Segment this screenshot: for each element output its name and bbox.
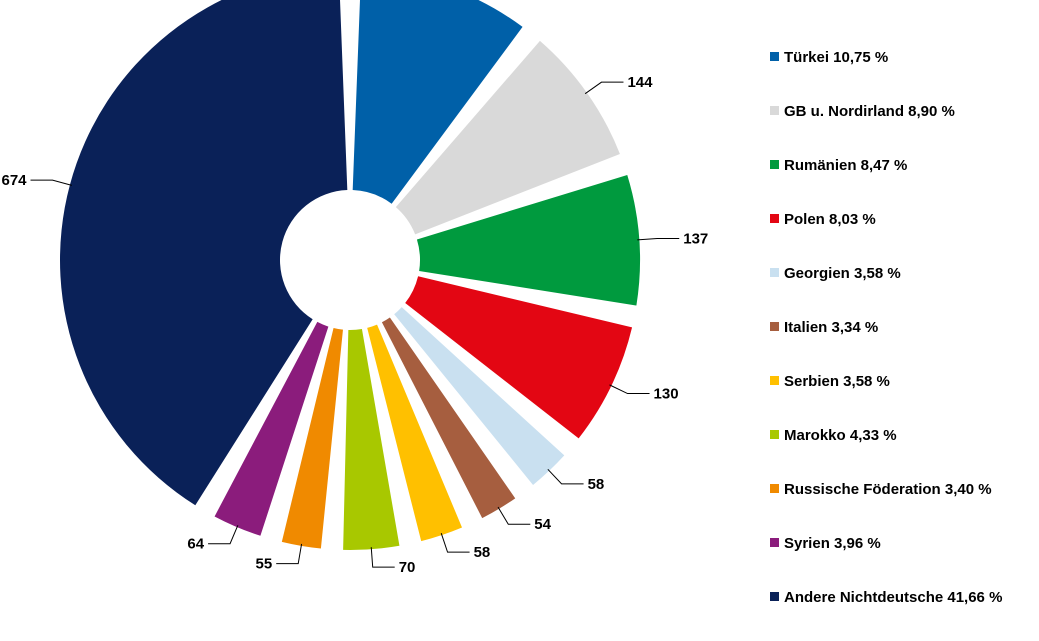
legend: Türkei 10,75 % GB u. Nordirland 8,90 % Rum… bbox=[770, 49, 1002, 606]
data-label-rumaenien: 137 bbox=[683, 230, 708, 247]
leader-line-russische-foederation bbox=[276, 543, 303, 565]
legend-swatch-rumaenien bbox=[770, 160, 779, 169]
leader-line-polen bbox=[609, 384, 650, 395]
legend-swatch-tuerkei bbox=[770, 52, 779, 61]
leader-line-gb-u-nordirland bbox=[584, 81, 624, 95]
data-label-serbien: 58 bbox=[474, 544, 491, 561]
leader-line-georgien bbox=[547, 468, 584, 485]
leader-line-marokko bbox=[370, 547, 395, 568]
legend-swatch-marokko bbox=[770, 430, 779, 439]
data-label-polen: 130 bbox=[654, 386, 679, 403]
legend-label-syrien: Syrien 3,96 % bbox=[784, 535, 881, 552]
leader-line-rumaenien bbox=[637, 237, 680, 241]
legend-label-serbien: Serbien 3,58 % bbox=[784, 373, 890, 390]
pie-slice-rumaenien bbox=[416, 174, 640, 306]
legend-swatch-georgien bbox=[770, 268, 779, 277]
data-label-syrien: 64 bbox=[187, 536, 204, 553]
data-labels: 174144137130585458705564674 bbox=[1, 74, 708, 576]
pie-slice-marokko bbox=[343, 328, 400, 550]
legend-label-andere-nichtdeutsche: Andere Nichtdeutsche 41,66 % bbox=[784, 589, 1002, 606]
leader-line-serbien bbox=[440, 533, 470, 553]
data-label-russische-foederation: 55 bbox=[256, 556, 273, 573]
legend-label-gb-u-nordirland: GB u. Nordirland 8,90 % bbox=[784, 103, 955, 120]
leader-line-syrien bbox=[208, 525, 239, 545]
legend-swatch-serbien bbox=[770, 376, 779, 385]
legend-label-rumaenien: Rumänien 8,47 % bbox=[784, 157, 907, 174]
data-label-italien: 54 bbox=[534, 516, 551, 533]
legend-swatch-andere-nichtdeutsche bbox=[770, 592, 779, 601]
pie-slice-syrien bbox=[214, 321, 329, 536]
pie-slice-andere-nichtdeutsche bbox=[60, 0, 348, 506]
pie-slice-italien bbox=[381, 317, 516, 519]
pie-slice-serbien bbox=[367, 324, 463, 542]
legend-swatch-polen bbox=[770, 214, 779, 223]
legend-swatch-gb-u-nordirland bbox=[770, 106, 779, 115]
pie-slice-russische-foederation bbox=[281, 328, 343, 549]
pie-slice-gb-u-nordirland bbox=[395, 40, 620, 235]
data-label-georgien: 58 bbox=[588, 476, 605, 493]
legend-swatch-russische-foederation bbox=[770, 484, 779, 493]
data-label-gb-u-nordirland: 144 bbox=[627, 74, 653, 91]
pie-slices bbox=[60, 0, 640, 550]
legend-label-tuerkei: Türkei 10,75 % bbox=[784, 49, 888, 66]
pie-slice-polen bbox=[405, 276, 633, 439]
data-label-marokko: 70 bbox=[399, 559, 416, 576]
legend-label-georgien: Georgien 3,58 % bbox=[784, 265, 901, 282]
legend-label-marokko: Marokko 4,33 % bbox=[784, 427, 897, 444]
legend-swatch-italien bbox=[770, 322, 779, 331]
legend-label-polen: Polen 8,03 % bbox=[784, 211, 876, 228]
pie-slice-georgien bbox=[394, 307, 565, 485]
data-label-andere-nichtdeutsche: 674 bbox=[1, 172, 27, 189]
legend-swatch-syrien bbox=[770, 538, 779, 547]
pie-slice-tuerkei bbox=[352, 0, 523, 204]
leader-line-italien bbox=[497, 506, 531, 525]
legend-label-russische-foederation: Russische Föderation 3,40 % bbox=[784, 481, 992, 498]
leader-line-andere-nichtdeutsche bbox=[30, 179, 72, 186]
legend-label-italien: Italien 3,34 % bbox=[784, 319, 878, 336]
